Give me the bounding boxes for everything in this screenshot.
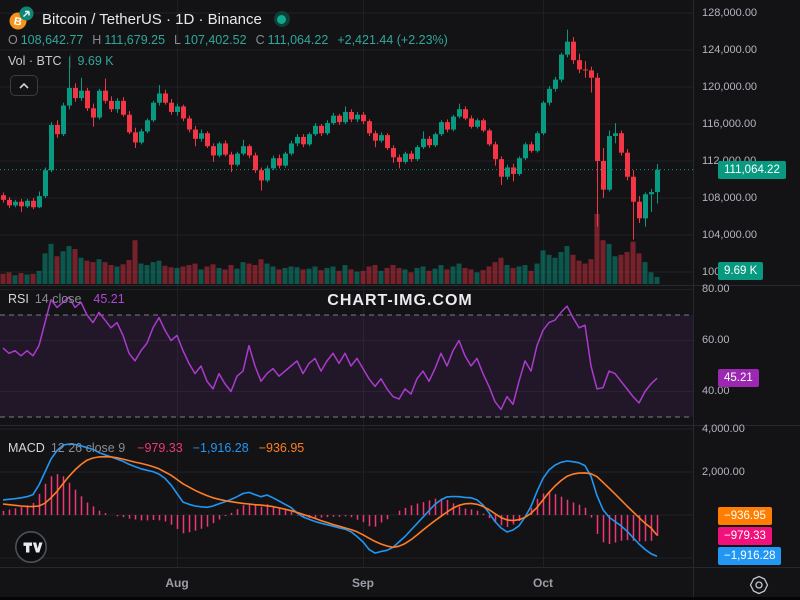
volume-row: Vol · BTC 9.69 K bbox=[8, 54, 114, 68]
market-status-icon bbox=[273, 11, 290, 27]
symbol-title: Bitcoin / TetherUS · 1D · Binance bbox=[42, 10, 262, 28]
ohlc-row: O 108,642.77 H 111,679.25 L 107,402.52 C… bbox=[8, 33, 457, 47]
open-value: 108,642.77 bbox=[20, 33, 84, 47]
symbol-header[interactable]: B Bitcoin / TetherUS · 1D · Binance bbox=[8, 6, 290, 32]
macd-axis-label: 4,000.00 bbox=[702, 422, 745, 435]
macd-line-value: −1,916.28 bbox=[192, 441, 249, 455]
macd-title: MACD bbox=[8, 441, 45, 455]
price-axis-label: 120,000.00 bbox=[702, 80, 758, 93]
close-label: C bbox=[255, 33, 265, 47]
macd-axis-label: 2,000.00 bbox=[702, 465, 745, 478]
gear-icon[interactable] bbox=[748, 574, 770, 596]
rsi-line bbox=[2, 296, 658, 411]
rsi-axis-label: 40.00 bbox=[702, 385, 730, 397]
price-axis-label: 116,000.00 bbox=[702, 117, 757, 130]
rsi-title: RSI bbox=[8, 292, 29, 306]
macd-legend[interactable]: MACD 12 26 close 9 −979.33 −1,916.28 −93… bbox=[8, 441, 304, 455]
macd-histogram-value: −979.33 bbox=[137, 441, 183, 455]
rsi-value: 45.21 bbox=[93, 292, 125, 306]
rsi-legend[interactable]: RSI 14 close 45.21 bbox=[8, 292, 125, 306]
tradingview-logo[interactable] bbox=[14, 530, 48, 564]
chevron-up-icon bbox=[19, 82, 29, 89]
macd-signal-value: −936.95 bbox=[258, 441, 305, 455]
high-label: H bbox=[92, 33, 102, 47]
change-value: +2,421.44 (+2.23%) bbox=[337, 33, 448, 47]
rsi-band bbox=[0, 314, 693, 418]
candles-layer bbox=[1, 29, 660, 240]
volume-badge: 9.69 K bbox=[718, 261, 764, 280]
macd-line-badge: −1,916.28 bbox=[718, 547, 782, 566]
bitcoin-icon: B bbox=[9, 6, 34, 30]
price-axis-label: 108,000.00 bbox=[702, 191, 758, 204]
macd-histogram bbox=[2, 474, 659, 545]
open-label: O bbox=[8, 33, 18, 47]
volume-label: Vol · BTC bbox=[8, 54, 62, 68]
macd-signal-badge: −936.95 bbox=[718, 507, 772, 526]
macd-hist-badge: −979.33 bbox=[718, 527, 772, 546]
volume-value: 9.69 K bbox=[69, 54, 114, 68]
close-value: 111,064.22 bbox=[267, 33, 329, 47]
price-axis-label: 104,000.00 bbox=[702, 228, 758, 241]
time-axis-label-oct: Oct bbox=[532, 576, 554, 590]
collapse-pane-button[interactable] bbox=[10, 75, 38, 96]
rsi-params: 14 close bbox=[34, 292, 82, 306]
low-value: 107,402.52 bbox=[184, 33, 247, 47]
macd-line bbox=[2, 443, 658, 557]
rsi-axis-label: 80.00 bbox=[702, 283, 730, 295]
high-value: 111,679.25 bbox=[104, 33, 166, 47]
macd-params: 12 26 close 9 bbox=[50, 441, 126, 455]
price-axis-label: 124,000.00 bbox=[702, 43, 758, 56]
last-price-badge: 111,064.22 bbox=[718, 160, 786, 179]
watermark: CHART-IMG.COM bbox=[327, 292, 473, 309]
time-axis-label-sep: Sep bbox=[351, 576, 375, 590]
time-axis-label-aug: Aug bbox=[165, 576, 189, 590]
svg-text:B: B bbox=[13, 15, 23, 28]
low-label: L bbox=[174, 33, 181, 47]
rsi-axis-label: 60.00 bbox=[702, 334, 730, 346]
rsi-badge: 45.21 bbox=[718, 369, 759, 388]
bottom-strip bbox=[0, 597, 800, 600]
macd-signal-line bbox=[2, 455, 658, 549]
volume-layer bbox=[0, 214, 660, 284]
price-axis-label: 128,000.00 bbox=[702, 6, 758, 19]
